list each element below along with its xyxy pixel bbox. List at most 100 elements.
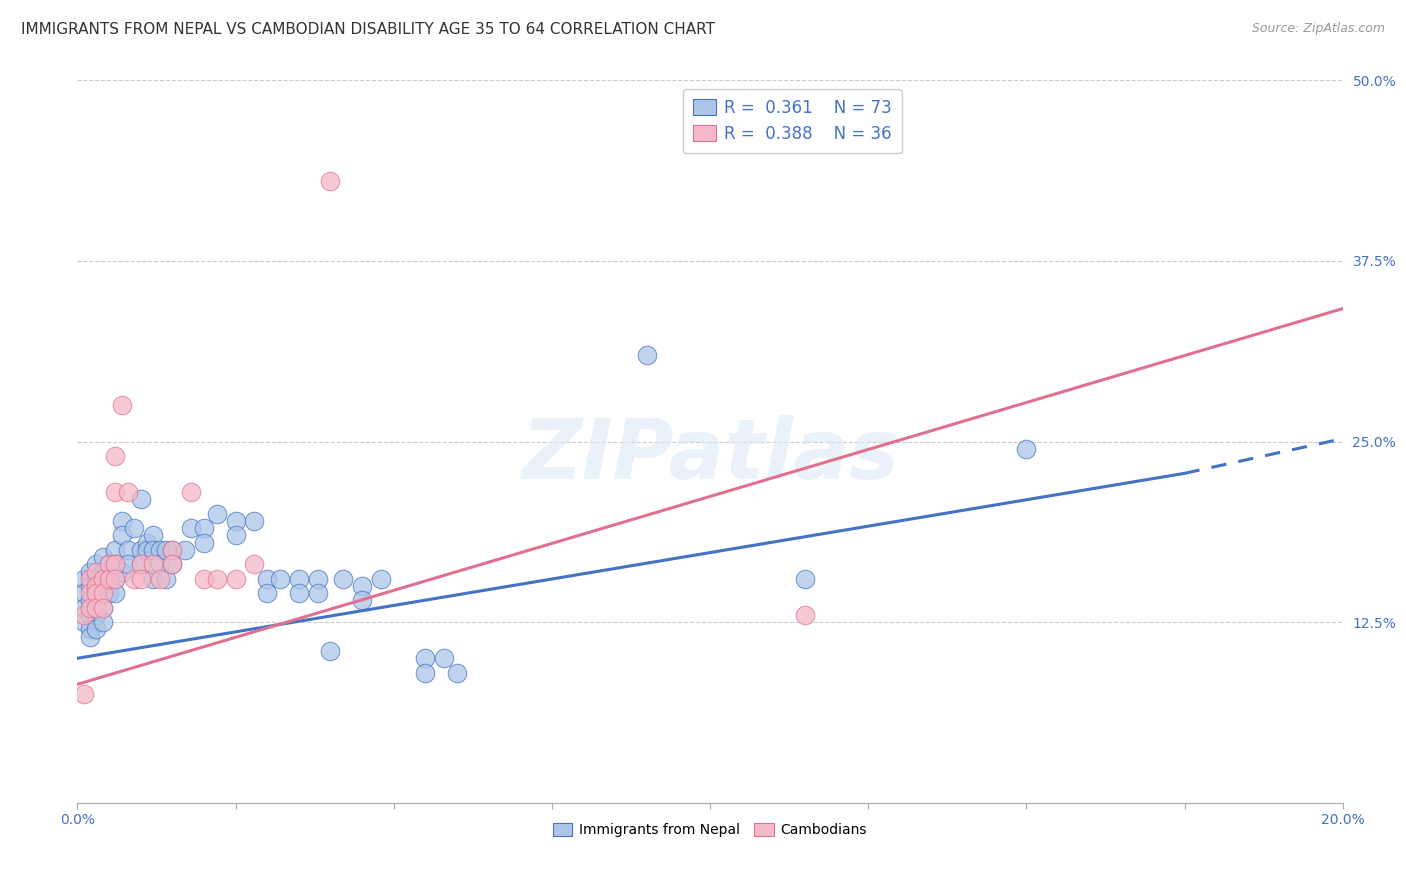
Point: [129, 542, 152, 557]
Point: [256, 572, 278, 586]
Point: [73, 615, 96, 630]
Point: [86, 607, 108, 622]
Point: [225, 572, 247, 586]
Point: [288, 572, 311, 586]
Point: [86, 579, 108, 593]
Point: [79, 623, 101, 637]
Point: [149, 572, 172, 586]
Point: [225, 514, 247, 528]
Point: [91, 572, 114, 586]
Point: [86, 600, 108, 615]
Point: [319, 174, 342, 188]
Point: [91, 615, 114, 630]
Point: [117, 485, 139, 500]
Point: [117, 542, 139, 557]
Text: ZIPatlas: ZIPatlas: [522, 416, 898, 497]
Point: [193, 572, 215, 586]
Point: [86, 572, 108, 586]
Point: [91, 565, 114, 579]
Point: [135, 542, 157, 557]
Point: [129, 558, 152, 572]
Point: [91, 572, 114, 586]
Point: [225, 528, 247, 542]
Point: [73, 607, 96, 622]
Point: [129, 492, 152, 507]
Point: [98, 586, 120, 600]
Point: [73, 572, 96, 586]
Point: [162, 558, 183, 572]
Point: [73, 600, 96, 615]
Point: [307, 572, 329, 586]
Point: [104, 572, 127, 586]
Point: [794, 607, 817, 622]
Text: Source: ZipAtlas.com: Source: ZipAtlas.com: [1251, 22, 1385, 36]
Point: [98, 558, 120, 572]
Point: [104, 542, 127, 557]
Point: [129, 558, 152, 572]
Point: [79, 565, 101, 579]
Point: [162, 542, 183, 557]
Legend: Immigrants from Nepal, Cambodians: Immigrants from Nepal, Cambodians: [547, 817, 873, 843]
Point: [180, 521, 202, 535]
Point: [142, 528, 165, 542]
Point: [73, 586, 96, 600]
Point: [86, 579, 108, 593]
Point: [142, 542, 165, 557]
Point: [104, 485, 127, 500]
Point: [180, 485, 202, 500]
Point: [193, 535, 215, 549]
Point: [104, 572, 127, 586]
Point: [86, 558, 108, 572]
Text: IMMIGRANTS FROM NEPAL VS CAMBODIAN DISABILITY AGE 35 TO 64 CORRELATION CHART: IMMIGRANTS FROM NEPAL VS CAMBODIAN DISAB…: [21, 22, 716, 37]
Point: [433, 651, 456, 665]
Point: [91, 586, 114, 600]
Point: [155, 572, 177, 586]
Point: [174, 542, 197, 557]
Point: [162, 542, 183, 557]
Point: [332, 572, 354, 586]
Point: [243, 558, 266, 572]
Point: [79, 630, 101, 644]
Point: [79, 593, 101, 607]
Point: [794, 572, 817, 586]
Point: [91, 600, 114, 615]
Point: [117, 558, 139, 572]
Point: [352, 579, 374, 593]
Point: [142, 558, 165, 572]
Point: [79, 572, 101, 586]
Point: [104, 449, 127, 463]
Point: [86, 565, 108, 579]
Point: [370, 572, 392, 586]
Point: [79, 600, 101, 615]
Point: [193, 521, 215, 535]
Point: [205, 572, 228, 586]
Point: [155, 542, 177, 557]
Point: [269, 572, 291, 586]
Point: [91, 600, 114, 615]
Point: [413, 665, 436, 680]
Point: [124, 521, 146, 535]
Point: [205, 507, 228, 521]
Point: [111, 565, 132, 579]
Point: [86, 593, 108, 607]
Point: [319, 644, 342, 658]
Point: [79, 586, 101, 600]
Point: [111, 398, 132, 412]
Point: [243, 514, 266, 528]
Point: [111, 514, 132, 528]
Point: [73, 687, 96, 701]
Point: [98, 572, 120, 586]
Point: [413, 651, 436, 665]
Point: [307, 586, 329, 600]
Point: [79, 607, 101, 622]
Point: [142, 572, 165, 586]
Point: [256, 586, 278, 600]
Point: [91, 550, 114, 565]
Point: [1015, 442, 1038, 456]
Point: [135, 535, 157, 549]
Point: [91, 586, 114, 600]
Point: [104, 586, 127, 600]
Point: [288, 586, 311, 600]
Point: [446, 665, 468, 680]
Point: [352, 593, 374, 607]
